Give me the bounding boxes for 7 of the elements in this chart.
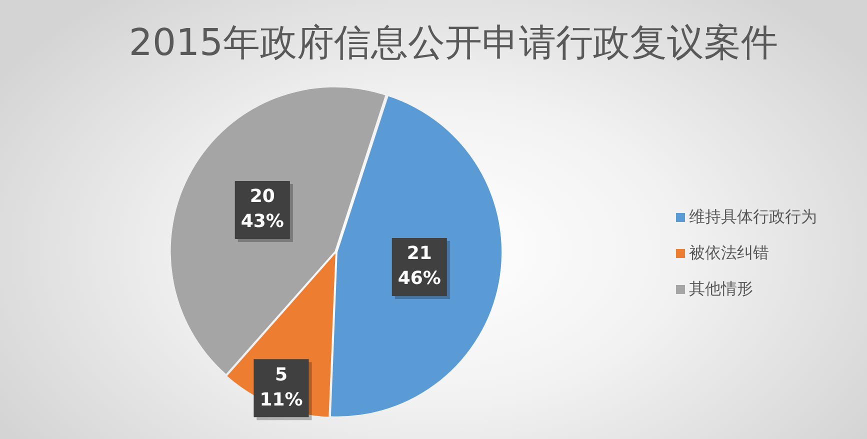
data-label: 5 11% [260, 364, 303, 410]
legend-label: 其他情形 [689, 278, 753, 300]
legend-label: 被依法纠错 [689, 242, 769, 264]
chart-title: 2015年政府信息公开申请行政复议案件 [128, 20, 780, 66]
data-label: 21 46% [398, 243, 441, 290]
legend-label: 维持具体行政行为 [689, 206, 817, 228]
data-label: 20 43% [240, 186, 284, 232]
